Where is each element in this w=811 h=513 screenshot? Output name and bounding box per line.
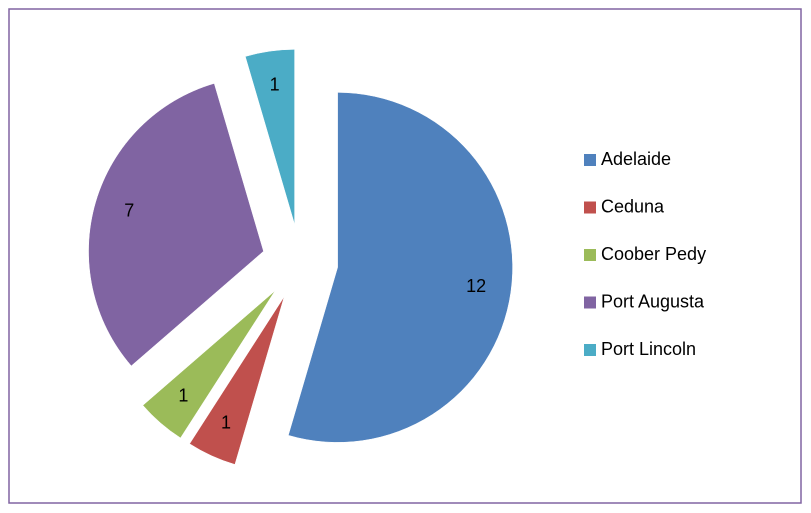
legend-swatch [584,154,596,166]
data-label: 1 [178,385,188,405]
legend-label: Port Lincoln [601,339,696,359]
legend-swatch [584,344,596,356]
pie-slice [244,49,295,225]
pie-slice [88,83,264,367]
legend-label: Coober Pedy [601,244,706,264]
data-label: 7 [124,201,134,221]
legend-label: Port Augusta [601,291,705,311]
data-label: 1 [270,75,280,95]
legend-swatch [584,249,596,261]
pie-slice [142,290,276,439]
legend-label: Ceduna [601,196,665,216]
legend-swatch [584,296,596,309]
legend-swatch [584,201,596,214]
data-label: 1 [221,413,231,433]
data-label: 12 [466,276,486,296]
pie-slice [287,92,513,443]
legend-label: Adelaide [601,149,671,169]
pie-slice [189,296,285,465]
